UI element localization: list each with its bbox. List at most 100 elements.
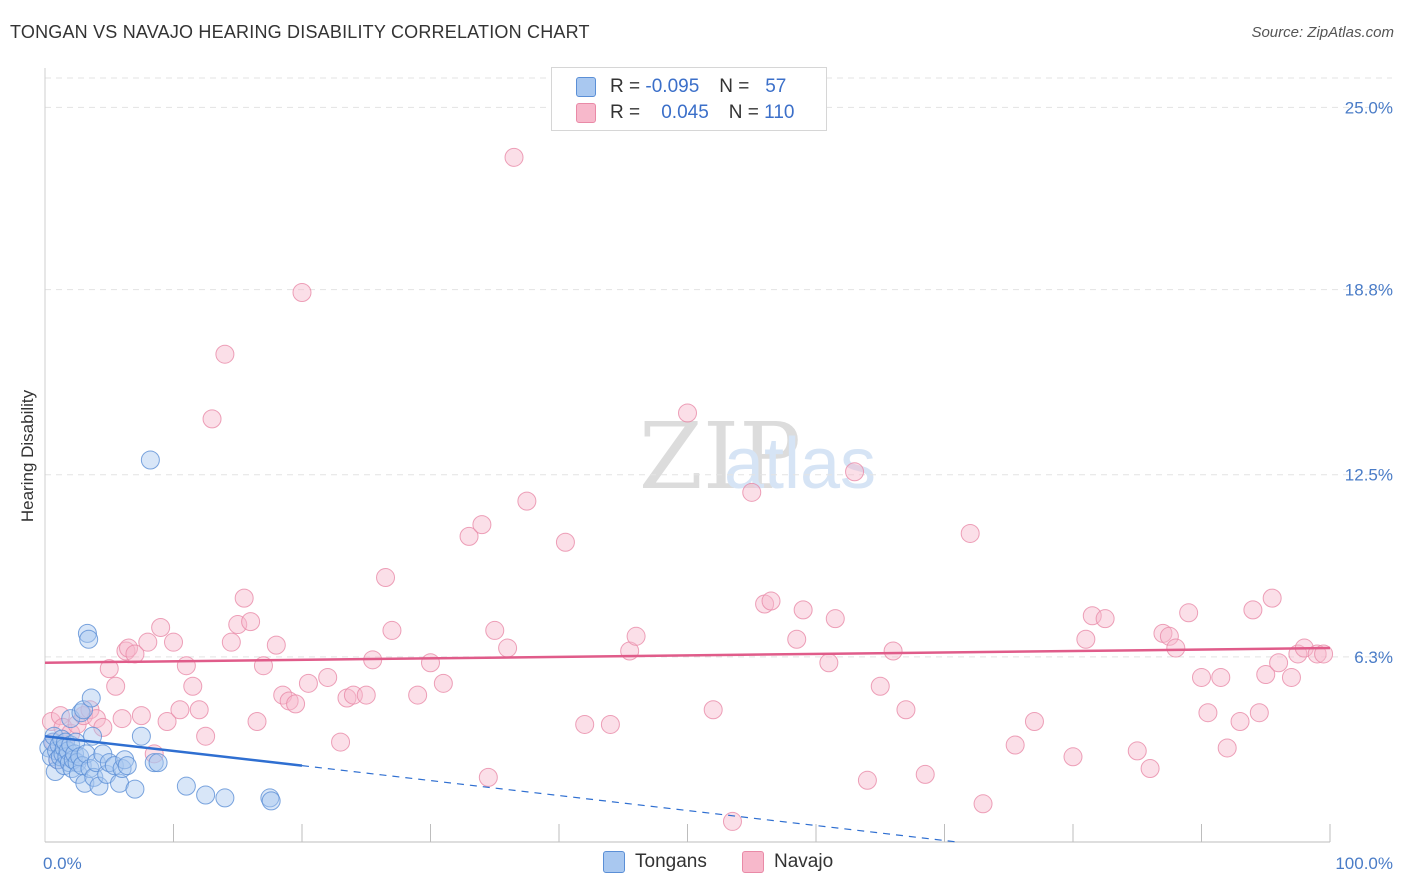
navajo-point xyxy=(131,706,151,726)
navajo-point xyxy=(382,620,402,640)
navajo-point xyxy=(1179,603,1199,623)
navajo-point xyxy=(1211,667,1231,687)
navajo-point xyxy=(504,147,524,167)
navajo-point xyxy=(1314,644,1334,664)
navajo-point xyxy=(376,568,396,588)
y-tick-label: 25.0% xyxy=(1345,98,1393,117)
navajo-label: Navajo xyxy=(774,851,834,872)
navajo-point xyxy=(1024,712,1044,732)
axes xyxy=(44,68,1331,843)
navajo-point xyxy=(196,726,216,746)
navajo-point xyxy=(600,714,620,734)
tongans-point xyxy=(84,767,104,787)
tongans-point xyxy=(81,688,101,708)
navajo-point xyxy=(1281,667,1301,687)
navajo-point xyxy=(883,641,903,661)
r-value: 0.045 xyxy=(661,102,709,123)
navajo-point xyxy=(722,811,742,831)
navajo-point xyxy=(286,694,306,714)
navajo-point xyxy=(1249,703,1269,723)
x-tick-label: 100.0% xyxy=(1335,854,1393,873)
n-label: N = xyxy=(728,102,759,123)
navajo-point xyxy=(298,673,318,693)
tongans-point xyxy=(261,791,281,811)
navajo-point xyxy=(575,714,595,734)
navajo-point xyxy=(170,700,190,720)
tongans-point xyxy=(176,776,196,796)
navajo-point xyxy=(960,523,980,543)
navajo-point xyxy=(703,700,723,720)
navajo-point xyxy=(1243,600,1263,620)
navajo-point xyxy=(1082,606,1102,626)
navajo-point xyxy=(793,600,813,620)
tongans-swatch xyxy=(576,77,596,97)
n-value: 110 xyxy=(764,102,795,123)
navajo-point xyxy=(973,794,993,814)
navajo-point xyxy=(138,632,158,652)
navajo-point xyxy=(896,700,916,720)
tongans-point xyxy=(215,788,235,808)
navajo-point xyxy=(247,712,267,732)
tongans-label: Tongans xyxy=(635,851,707,872)
navajo-point xyxy=(1230,712,1250,732)
navajo-swatch xyxy=(742,851,764,873)
navajo-point xyxy=(157,712,177,732)
navajo-point xyxy=(1262,588,1282,608)
navajo-point xyxy=(472,515,492,535)
grid-lines xyxy=(45,77,1392,658)
navajo-point xyxy=(1166,638,1186,658)
navajo-swatch xyxy=(576,103,596,123)
legend-row-tongans: R = -0.095 N = 57 xyxy=(576,75,786,99)
navajo-point xyxy=(331,732,351,752)
navajo-point xyxy=(915,764,935,784)
navajo-point xyxy=(151,617,171,637)
navajo-point xyxy=(234,588,254,608)
navajo-point xyxy=(421,653,440,673)
r-label: R = xyxy=(610,76,641,97)
navajo-point xyxy=(857,770,877,790)
tongans-point xyxy=(140,450,160,470)
r-value: -0.095 xyxy=(645,76,700,97)
navajo-point xyxy=(825,609,845,629)
legend-row-navajo: R = 0.045 N = 110 xyxy=(576,101,794,125)
tongans-point xyxy=(71,703,91,723)
navajo-point xyxy=(626,626,646,646)
bottom-legend-tongans: Tongans xyxy=(603,851,707,873)
y-tick-label: 12.5% xyxy=(1345,466,1393,485)
tongans-trend-line xyxy=(44,734,303,767)
navajo-point xyxy=(41,712,61,732)
n-value: 57 xyxy=(765,76,787,97)
navajo-point xyxy=(1005,735,1025,755)
bottom-legend-navajo: Navajo xyxy=(742,851,833,873)
x-tick-label: 0.0% xyxy=(43,854,82,873)
tongans-point xyxy=(148,753,168,773)
navajo-point xyxy=(176,656,196,676)
navajo-point xyxy=(1159,626,1179,646)
navajo-point xyxy=(183,676,203,696)
navajo-point xyxy=(292,283,312,303)
navajo-point xyxy=(555,532,575,552)
navajo-point xyxy=(228,615,248,635)
navajo-point xyxy=(221,632,241,652)
tongans-point xyxy=(77,623,97,643)
tongans-point xyxy=(125,779,145,799)
navajo-point xyxy=(498,638,518,658)
navajo-point xyxy=(433,673,453,693)
chart-title: TONGAN VS NAVAJO HEARING DISABILITY CORR… xyxy=(10,22,590,42)
navajo-point xyxy=(241,612,261,632)
navajo-point xyxy=(1198,703,1218,723)
navajo-point xyxy=(202,409,222,429)
navajo-point xyxy=(215,344,235,364)
watermark-zip: ZIP xyxy=(639,403,801,510)
navajo-point xyxy=(870,676,890,696)
tongans-point xyxy=(117,756,137,776)
tongans-point xyxy=(79,629,99,649)
navajo-point xyxy=(356,685,376,705)
navajo-point xyxy=(164,632,183,652)
tongans-point xyxy=(45,761,65,781)
navajo-point xyxy=(517,491,537,511)
navajo-point xyxy=(1076,629,1096,649)
axis-labels: 6.3% 12.5% 18.8% 25.0% 0.0% 100.0% xyxy=(43,98,1393,873)
tongans-point xyxy=(75,773,95,793)
navajo-point xyxy=(819,653,839,673)
